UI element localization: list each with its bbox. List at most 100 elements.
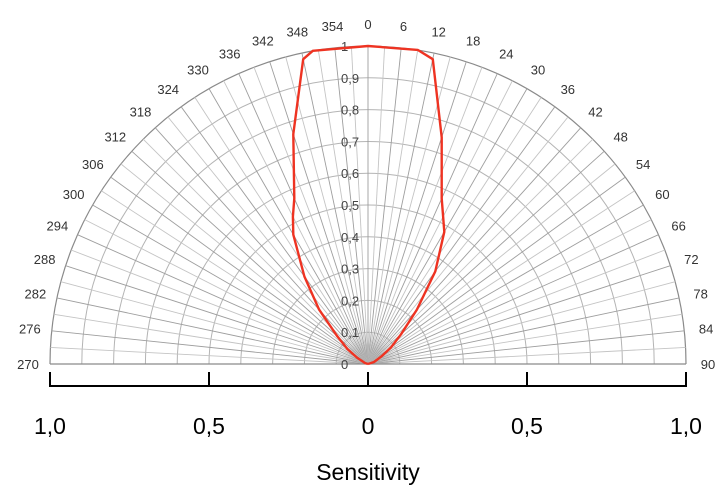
angle-tick-label: 342 [252,34,274,49]
scale-bar-label: 0 [362,413,375,439]
angle-tick-label: 282 [25,286,47,301]
radial-tick-label: 0,9 [341,71,359,86]
radial-tick-label: 0,8 [341,103,359,118]
grid-spoke [77,234,369,365]
grid-spoke [60,281,369,365]
grid-spoke [367,219,652,365]
angle-tick-label: 300 [63,187,85,202]
angle-tick-label: 24 [499,46,513,61]
grid-spoke [334,47,369,365]
grid-spoke [269,61,369,365]
angle-tick-label: 270 [17,357,39,372]
angle-tick-label: 294 [47,219,69,234]
radial-tick-label: 0,7 [341,134,359,149]
grid-spoke [131,150,369,365]
grid-spoke [367,127,582,365]
polar-grid [49,45,687,365]
grid-spoke [367,346,686,365]
radial-tick-labels: 0 0,1 0,2 0,3 0,4 0,5 0,6 0,7 0,8 0,9 1 [341,39,359,372]
grid-spoke [367,297,680,365]
grid-spoke [367,138,594,365]
grid-spoke [194,97,369,365]
scale-bar-label: 0,5 [511,413,543,439]
scale-bar-label: 1,0 [670,413,702,439]
grid-spoke [367,46,386,365]
grid-spoke [367,163,616,365]
grid-spoke [84,219,369,365]
radial-tick-label: 0,1 [341,325,359,340]
grid-spoke [367,61,467,365]
angle-tick-label: 36 [561,82,575,97]
grid-spoke [120,163,369,365]
angle-tick-label: 330 [187,63,209,78]
radial-tick-label: 0,3 [341,262,359,277]
radial-tick-label: 0 [341,357,348,372]
grid-spoke [367,116,569,365]
grid-spoke [301,52,369,365]
radial-tick-label: 0,5 [341,198,359,213]
sensitivity-curve-group [291,44,446,366]
angle-tick-label: 42 [588,104,602,119]
angle-tick-label: 6 [400,19,407,34]
angle-tick-label: 78 [693,286,707,301]
grid-spoke [367,265,671,365]
x-axis-title: Sensitivity [316,459,420,485]
angle-tick-label: 324 [157,82,179,97]
grid-spoke [367,150,605,365]
grid-spoke [367,47,402,365]
sensitivity-curve [291,44,446,366]
grid-spoke [92,204,369,365]
grid-spoke [367,330,685,365]
grid-spoke [70,249,369,365]
angle-tick-label: 312 [104,130,126,145]
angle-tick-label: 72 [684,252,698,267]
grid-spoke [367,49,419,365]
angle-tick-labels: 2702762822882943003063123183243303363423… [17,17,715,372]
grid-spoke [65,265,369,365]
grid-spoke [367,176,626,365]
grid-spoke [317,49,369,365]
grid-spoke [238,73,369,365]
grid-spoke [285,56,369,365]
grid-spoke [367,204,644,365]
grid-spoke [367,313,683,365]
grid-spoke [367,97,542,365]
angle-tick-label: 276 [19,322,41,337]
grid-spoke [367,281,676,365]
grid-spoke [101,190,369,365]
angle-tick-label: 48 [613,130,627,145]
scale-bar-label: 0,5 [193,413,225,439]
grid-spoke [367,234,659,365]
grid-spoke [50,346,369,365]
grid-spoke [367,56,451,365]
grid-spoke [367,106,556,365]
angle-tick-label: 348 [286,24,308,39]
grid-spoke [167,116,369,365]
radial-tick-label: 0,4 [341,230,359,245]
grid-spoke [110,176,369,365]
grid-spoke [367,66,483,365]
angle-tick-label: 60 [655,187,669,202]
angle-tick-label: 66 [671,219,685,234]
angle-tick-label: 0 [364,17,371,32]
radial-tick-label: 0,6 [341,166,359,181]
angle-tick-label: 306 [82,157,104,172]
angle-tick-label: 54 [636,157,650,172]
grid-spoke [208,88,369,365]
sensitivity-scale-bar: 1,0 0,5 0 0,5 1,0 [34,372,702,439]
grid-spoke [367,80,513,365]
grid-spoke [56,297,369,365]
scale-bar-label: 1,0 [34,413,66,439]
angle-tick-label: 18 [466,34,480,49]
grid-spoke [154,127,369,365]
grid-spoke [367,73,498,365]
grid-spoke [53,313,369,365]
grid-spoke [367,249,666,365]
angle-tick-label: 318 [130,104,152,119]
angle-tick-label: 30 [531,63,545,78]
angle-tick-label: 84 [699,322,713,337]
angle-tick-label: 354 [322,19,344,34]
angle-tick-label: 288 [34,252,56,267]
angle-tick-label: 12 [431,24,445,39]
